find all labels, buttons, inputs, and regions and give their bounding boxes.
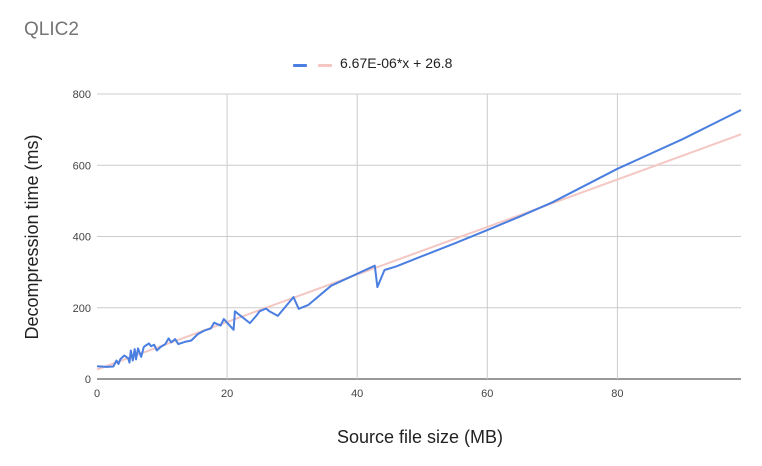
y-tick-label: 600 [73,160,91,172]
y-axis-title: Decompression time (ms) [22,134,42,339]
x-tick-label: 40 [351,388,363,400]
legend: 6.67E-06*x + 26.8 [0,55,762,75]
x-tick-label: 60 [481,388,493,400]
x-tick-label: 80 [611,388,623,400]
legend-swatch-series-1 [293,64,307,67]
x-axis-title: Source file size (MB) [337,427,503,447]
y-tick-label: 0 [85,374,91,386]
x-tick-label: 20 [221,388,233,400]
y-tick-label: 800 [73,89,91,101]
legend-swatch-trendline [318,64,332,67]
x-tick-labels: 0 20 40 60 80 [94,388,624,400]
legend-label-trendline: 6.67E-06*x + 26.8 [340,55,453,71]
trendline [96,133,742,371]
grid-lines [97,93,741,380]
series-line [96,109,742,368]
series-layer [96,109,742,371]
y-tick-labels: 0 200 400 600 800 [73,89,91,386]
y-tick-label: 400 [73,232,91,244]
x-tick-label: 0 [94,388,100,400]
chart-title: QLIC2 [24,19,79,40]
y-tick-label: 200 [73,303,91,315]
